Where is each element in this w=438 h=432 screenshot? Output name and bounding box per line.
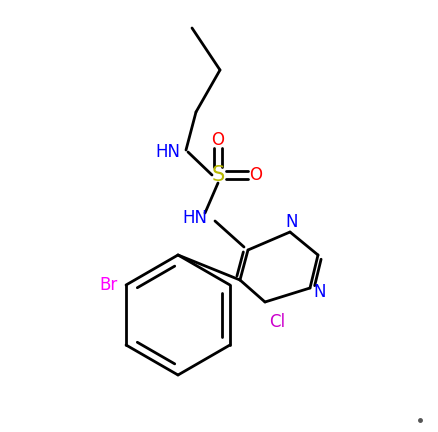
Text: O: O xyxy=(212,131,225,149)
Text: O: O xyxy=(250,166,262,184)
Text: Cl: Cl xyxy=(269,313,285,331)
Text: HN: HN xyxy=(183,209,208,227)
Text: HN: HN xyxy=(155,143,180,161)
Text: S: S xyxy=(212,165,225,185)
Text: N: N xyxy=(314,283,326,301)
Text: Br: Br xyxy=(99,276,117,294)
Text: N: N xyxy=(286,213,298,231)
